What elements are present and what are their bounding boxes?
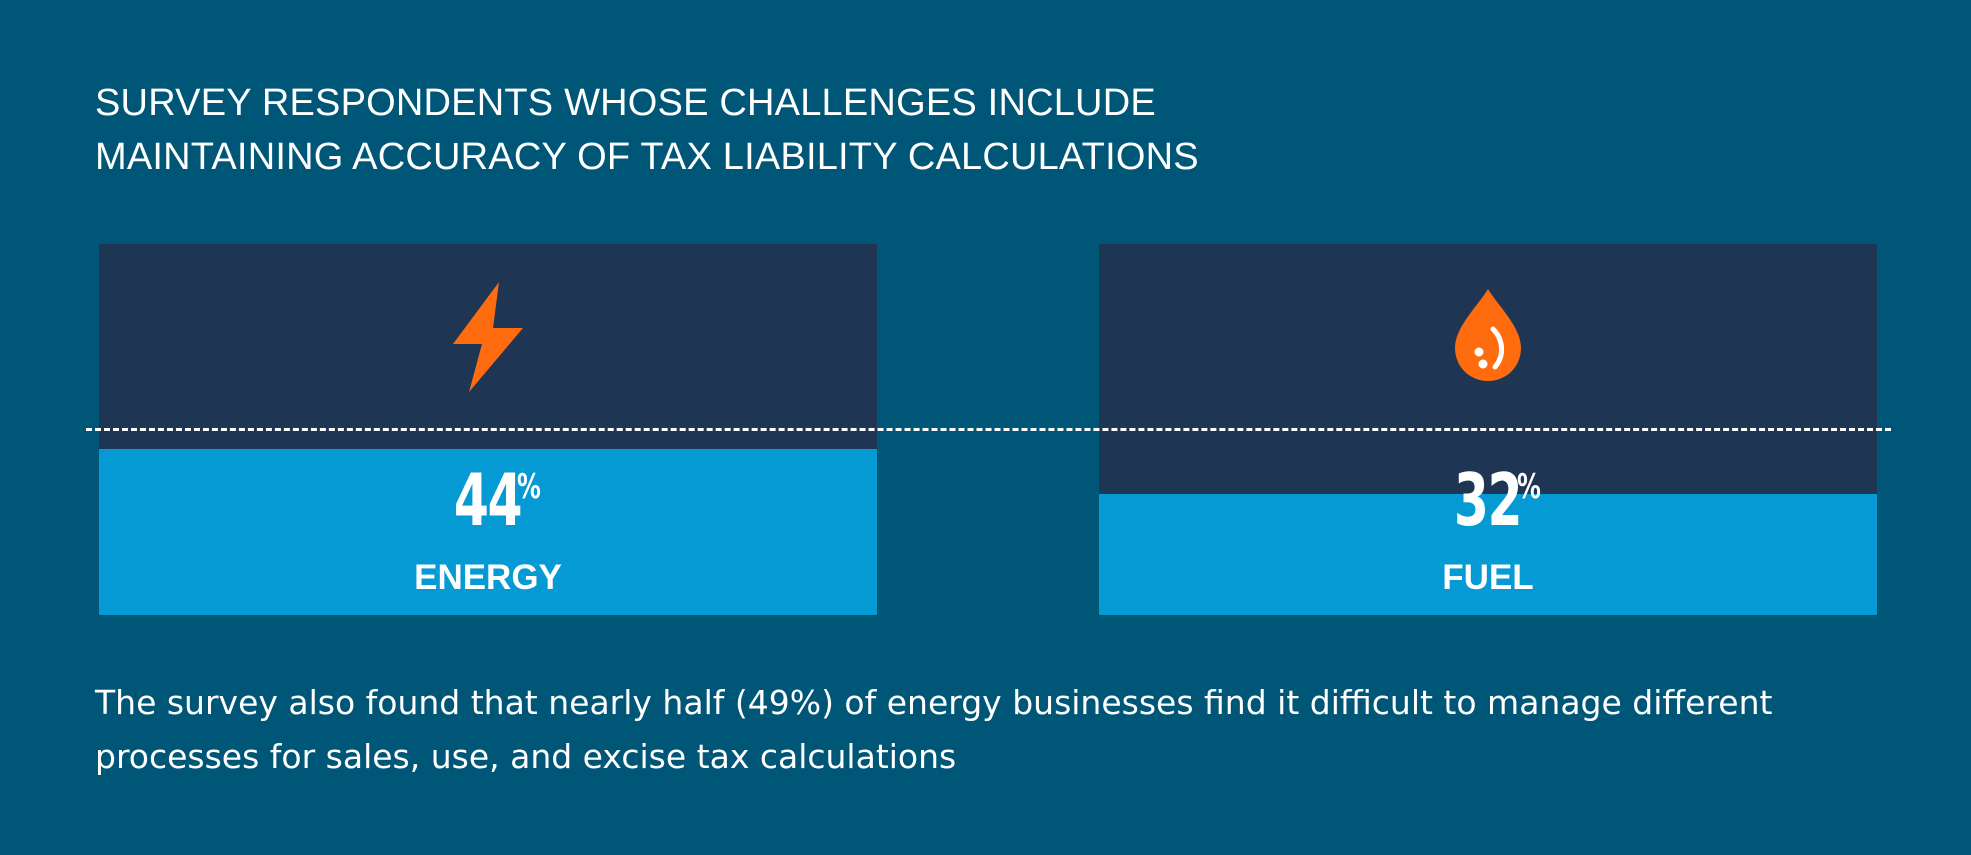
energy-category-label: ENERGY	[414, 558, 562, 597]
survey-note: The survey also found that nearly half (…	[95, 683, 1773, 776]
fuel-value-unit: %	[1517, 467, 1541, 507]
energy-value-label: 44%	[99, 464, 877, 536]
fuel-bar-fill	[1099, 494, 1877, 615]
energy-value-unit: %	[517, 467, 541, 507]
fuel-bar-panel: 32% FUEL	[1099, 244, 1877, 615]
lightning-bolt-shape	[453, 282, 523, 392]
chart-title-line-2: MAINTAINING ACCURACY OF TAX LIABILITY CA…	[95, 136, 1199, 178]
fuel-category-label: FUEL	[1442, 558, 1534, 597]
energy-bar-panel: 44% ENERGY	[99, 244, 877, 615]
fuel-value-number: 32	[1453, 458, 1523, 542]
energy-bar-fill	[99, 448, 877, 615]
fuel-drop-dot-upper	[1474, 347, 1484, 357]
energy-value-number: 44	[453, 458, 523, 542]
fuel-drop-shape	[1455, 289, 1521, 381]
fuel-drop-icon	[1455, 289, 1521, 381]
lightning-bolt-icon	[453, 282, 523, 392]
fuel-drop-highlight	[1490, 326, 1504, 370]
fuel-value-label: 32%	[1099, 464, 1877, 536]
fuel-drop-dot-lower	[1478, 359, 1488, 369]
chart-title-line-1: SURVEY RESPONDENTS WHOSE CHALLENGES INCL…	[95, 82, 1156, 124]
chart-title: SURVEY RESPONDENTS WHOSE CHALLENGES INCL…	[95, 76, 1695, 184]
